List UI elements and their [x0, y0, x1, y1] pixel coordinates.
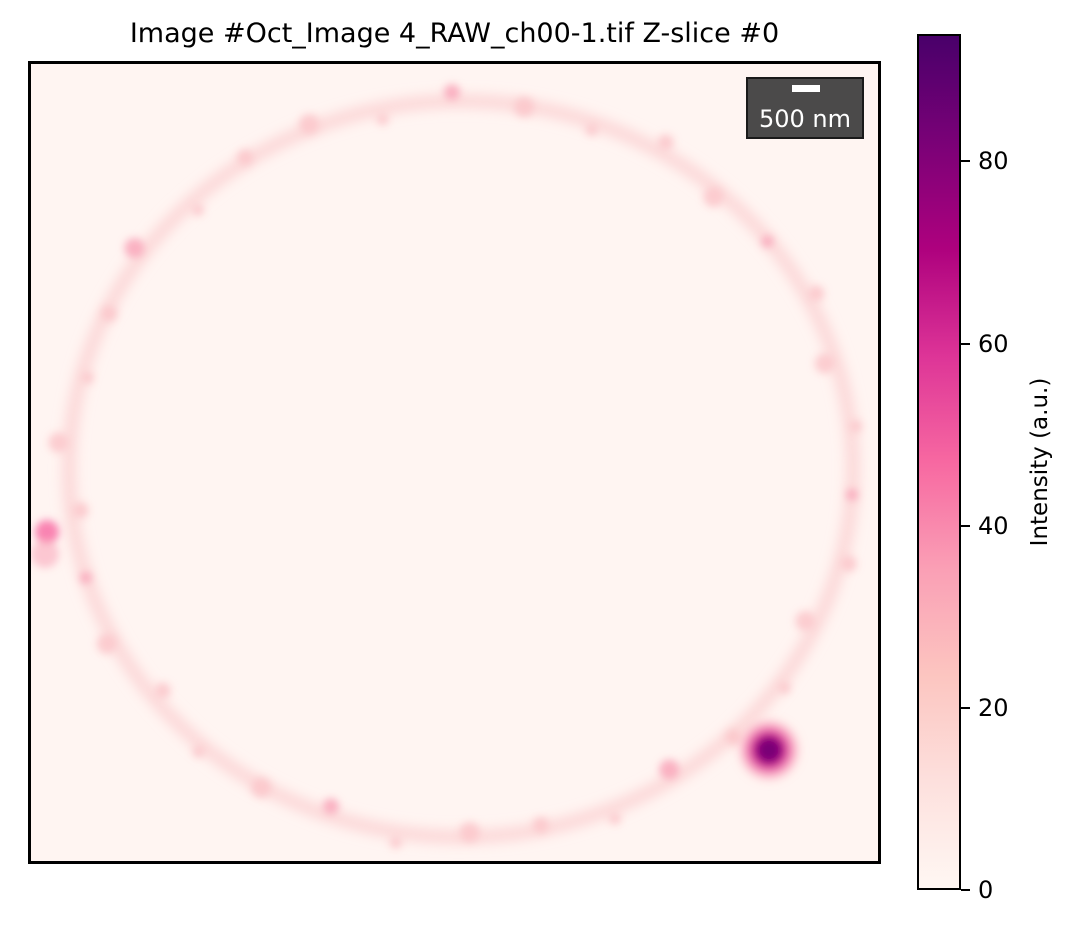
colorbar-tick-label: 80	[978, 147, 1009, 176]
colorbar-tick-label: 0	[978, 876, 994, 904]
ring-punctum	[609, 812, 621, 825]
ring-punctum	[192, 204, 204, 216]
ring-punctum	[96, 634, 117, 654]
ring-punctum	[299, 114, 320, 134]
colorbar-tick-label: 60	[978, 329, 1009, 358]
ring-punctum	[659, 759, 680, 780]
ring-image-svg	[31, 64, 878, 861]
ring-punctum	[585, 123, 598, 136]
bright-spot-left	[31, 520, 59, 568]
ring-punctum	[846, 488, 858, 501]
scale-bar: 500 nm	[746, 77, 864, 139]
ring-punctum	[850, 420, 862, 433]
ring-punctum	[795, 610, 816, 631]
ring-punctum	[81, 371, 94, 384]
colorbar-tick	[961, 160, 970, 163]
ring-punctum	[532, 817, 549, 833]
microscopy-image: 500 nm	[28, 61, 881, 864]
ring-punctum	[124, 238, 145, 258]
ring-punctum	[237, 149, 254, 166]
figure-title: Image #Oct_Image 4_RAW_ch00-1.tif Z-slic…	[129, 18, 780, 49]
colorbar-tick	[961, 342, 970, 345]
ring-punctum	[761, 235, 774, 248]
ring-punctum	[389, 836, 402, 849]
ring-punctum	[808, 285, 825, 302]
colorbar	[917, 34, 961, 890]
scale-bar-line	[792, 85, 820, 92]
ring-punctum	[444, 84, 460, 101]
colorbar-tick	[961, 524, 970, 527]
colorbar-tick-label: 40	[978, 511, 1009, 540]
ring-punctum	[48, 432, 69, 453]
colorbar-tick	[961, 889, 970, 891]
ring-punctum	[657, 134, 674, 151]
ring-punctum	[72, 502, 89, 519]
ring-punctum	[376, 113, 389, 126]
colorbar-label: Intensity (a.u.)	[1027, 377, 1053, 547]
ring-punctum	[101, 305, 118, 322]
ring-punctum	[154, 682, 171, 699]
ring-punctum	[323, 798, 339, 815]
scale-bar-label: 500 nm	[758, 105, 852, 133]
bright-spot-bottom-right	[735, 716, 803, 784]
colorbar-tick	[961, 706, 970, 709]
ring-punctum	[703, 187, 724, 208]
ring-punctum	[778, 681, 791, 694]
ring-punctum	[814, 353, 835, 374]
ring-punctum	[192, 745, 205, 758]
ring-punctum	[459, 822, 480, 843]
ring-punctum	[79, 571, 92, 584]
ring-punctum	[251, 777, 272, 798]
ring-punctum	[840, 555, 857, 572]
ring-punctum	[514, 97, 535, 117]
colorbar-tick-label: 20	[978, 693, 1009, 722]
